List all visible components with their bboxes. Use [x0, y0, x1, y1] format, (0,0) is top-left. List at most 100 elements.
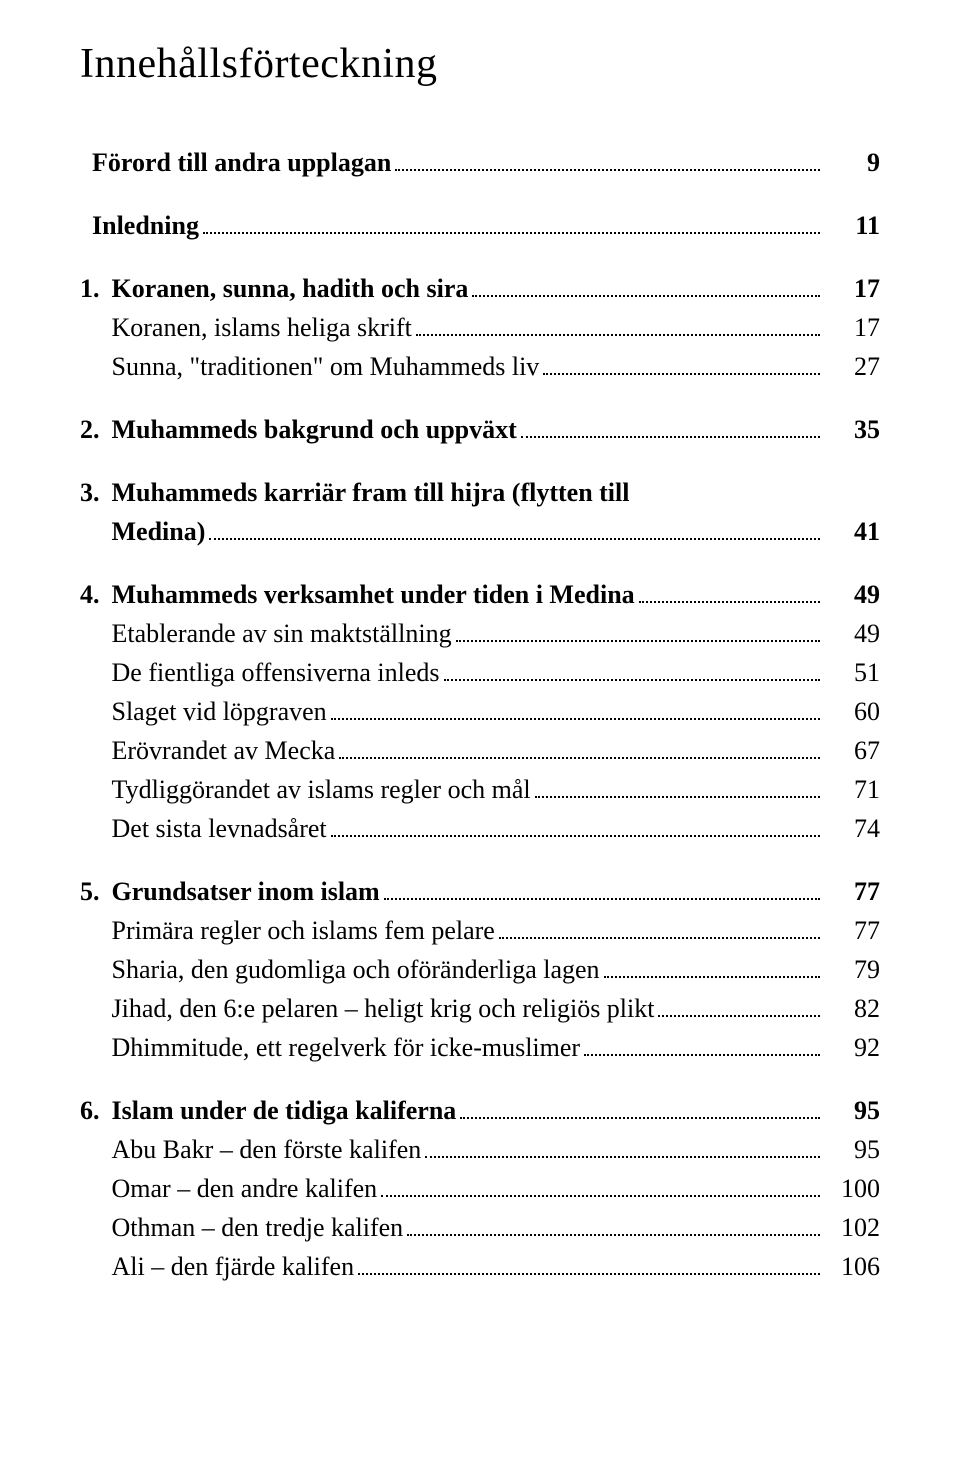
toc-leader-dots: [384, 898, 820, 900]
section-gap: [80, 848, 880, 872]
toc-entry-label: Förord till andra upplagan: [92, 143, 391, 182]
toc-entry: 5.Dhimmitude, ett regelverk för icke-mus…: [80, 1028, 880, 1067]
toc-entry-page: 82: [824, 989, 880, 1028]
toc-entry-number: 6.: [80, 1091, 112, 1130]
toc-entry: 6.Abu Bakr – den förste kalifen95: [80, 1130, 880, 1169]
toc-entry-number: 3.: [80, 473, 112, 512]
toc-entry-page: 100: [824, 1169, 880, 1208]
toc-entry-page: 17: [824, 269, 880, 308]
toc-entry: 4.Slaget vid löpgraven60: [80, 692, 880, 731]
toc-entry-label: Inledning: [92, 206, 199, 245]
toc-entry: 6.Ali – den fjärde kalifen106: [80, 1247, 880, 1286]
toc-entry-page: 106: [824, 1247, 880, 1286]
toc-entry-page: 11: [824, 206, 880, 245]
toc-entry-label: Muhammeds verksamhet under tiden i Medin…: [112, 575, 635, 614]
section-gap: [80, 245, 880, 269]
toc-leader-dots: [425, 1156, 820, 1158]
toc-entry-label: Koranen, sunna, hadith och sira: [112, 269, 469, 308]
toc-leader-dots: [209, 538, 820, 540]
toc-leader-dots: [584, 1054, 820, 1056]
toc-leader-dots: [358, 1273, 820, 1275]
toc-leader-dots: [456, 640, 820, 642]
toc-leader-dots: [203, 232, 820, 234]
toc-entry-label: Muhammeds bakgrund och uppväxt: [112, 410, 517, 449]
toc-entry-page: 79: [824, 950, 880, 989]
toc-entry-label: Jihad, den 6:e pelaren – heligt krig och…: [112, 989, 655, 1028]
toc-entry-heading: 4.Muhammeds verksamhet under tiden i Med…: [80, 575, 880, 614]
toc-entry-number: 1.: [80, 269, 112, 308]
toc-entry-page: 17: [824, 308, 880, 347]
toc-entry-label: Sharia, den gudomliga och oföränderliga …: [112, 950, 600, 989]
toc-entry-label: Omar – den andre kalifen: [112, 1169, 378, 1208]
section-gap: [80, 386, 880, 410]
toc-leader-dots: [416, 334, 820, 336]
toc-leader-dots: [499, 937, 820, 939]
toc-entry: 5.Primära regler och islams fem pelare77: [80, 911, 880, 950]
toc-entry: 6.Othman – den tredje kalifen102: [80, 1208, 880, 1247]
toc-entry: 5.Sharia, den gudomliga och oföränderlig…: [80, 950, 880, 989]
toc-leader-dots: [444, 679, 820, 681]
toc-leader-dots: [543, 373, 820, 375]
toc-entry-page: 95: [824, 1091, 880, 1130]
toc-entry-page: 35: [824, 410, 880, 449]
section-gap: [80, 1067, 880, 1091]
toc-leader-dots: [639, 601, 820, 603]
toc-leader-dots: [381, 1195, 820, 1197]
toc-entry-page: 27: [824, 347, 880, 386]
toc-entry-page: 74: [824, 809, 880, 848]
toc-entry-number: 5.: [80, 872, 112, 911]
toc-leader-dots: [339, 757, 820, 759]
toc-entry-label: Etablerande av sin maktställning: [112, 614, 452, 653]
toc-entry-heading: 3.Muhammeds karriär fram till hijra (fly…: [80, 473, 880, 512]
toc-entry-label: Ali – den fjärde kalifen: [112, 1247, 355, 1286]
toc-entry-label: Muhammeds karriär fram till hijra (flytt…: [112, 473, 630, 512]
toc-entry-page: 92: [824, 1028, 880, 1067]
toc-entry-heading: 5.Grundsatser inom islam 77: [80, 872, 880, 911]
toc-title: Innehållsförteckning: [80, 40, 880, 88]
toc-entry: 4.Erövrandet av Mecka67: [80, 731, 880, 770]
toc-leader-dots: [460, 1117, 820, 1119]
toc-entry-label: Det sista levnadsåret: [112, 809, 327, 848]
toc-entry: 1.Sunna, "traditionen" om Muhammeds liv2…: [80, 347, 880, 386]
toc-entry-label: Dhimmitude, ett regelverk för icke-musli…: [112, 1028, 581, 1067]
section-gap: [80, 182, 880, 206]
toc-entry-label: Grundsatser inom islam: [112, 872, 380, 911]
toc-entry-heading: Förord till andra upplagan 9: [80, 143, 880, 182]
toc-entry-heading: 3.Medina)41: [80, 512, 880, 551]
toc-entry-heading: Inledning 11: [80, 206, 880, 245]
toc-entry-page: 60: [824, 692, 880, 731]
toc-leader-dots: [407, 1234, 820, 1236]
toc-entry: 4.Etablerande av sin maktställning49: [80, 614, 880, 653]
toc-entry-label: Othman – den tredje kalifen: [112, 1208, 404, 1247]
toc-leader-dots: [535, 796, 820, 798]
toc-entry-page: 77: [824, 872, 880, 911]
toc-entry: 6.Omar – den andre kalifen100: [80, 1169, 880, 1208]
toc-list: Förord till andra upplagan 9 Inledning 11 1.…: [80, 143, 880, 1286]
toc-entry-page: 95: [824, 1130, 880, 1169]
toc-leader-dots: [521, 436, 820, 438]
toc-entry-page: 9: [824, 143, 880, 182]
section-gap: [80, 449, 880, 473]
toc-entry-label: Primära regler och islams fem pelare: [112, 911, 495, 950]
toc-entry-number: 2.: [80, 410, 112, 449]
toc-entry: 5.Jihad, den 6:e pelaren – heligt krig o…: [80, 989, 880, 1028]
toc-entry: 4.Det sista levnadsåret74: [80, 809, 880, 848]
toc-entry: 1.Koranen, islams heliga skrift17: [80, 308, 880, 347]
toc-entry: 4.Tydliggörandet av islams regler och må…: [80, 770, 880, 809]
toc-entry-label: Abu Bakr – den förste kalifen: [112, 1130, 422, 1169]
toc-entry-label: Islam under de tidiga kaliferna: [112, 1091, 457, 1130]
toc-entry-heading: 6.Islam under de tidiga kaliferna 95: [80, 1091, 880, 1130]
toc-entry-page: 41: [824, 512, 880, 551]
toc-entry-label: De fientliga offensiverna inleds: [112, 653, 440, 692]
toc-leader-dots: [331, 835, 820, 837]
toc-entry-page: 77: [824, 911, 880, 950]
toc-entry-label: Erövrandet av Mecka: [112, 731, 336, 770]
toc-leader-dots: [604, 976, 820, 978]
toc-leader-dots: [658, 1015, 820, 1017]
toc-leader-dots: [472, 295, 820, 297]
toc-entry-page: 51: [824, 653, 880, 692]
toc-entry-label: Slaget vid löpgraven: [112, 692, 327, 731]
toc-entry: 4.De fientliga offensiverna inleds51: [80, 653, 880, 692]
toc-entry-heading: 2.Muhammeds bakgrund och uppväxt 35: [80, 410, 880, 449]
toc-leader-dots: [331, 718, 820, 720]
